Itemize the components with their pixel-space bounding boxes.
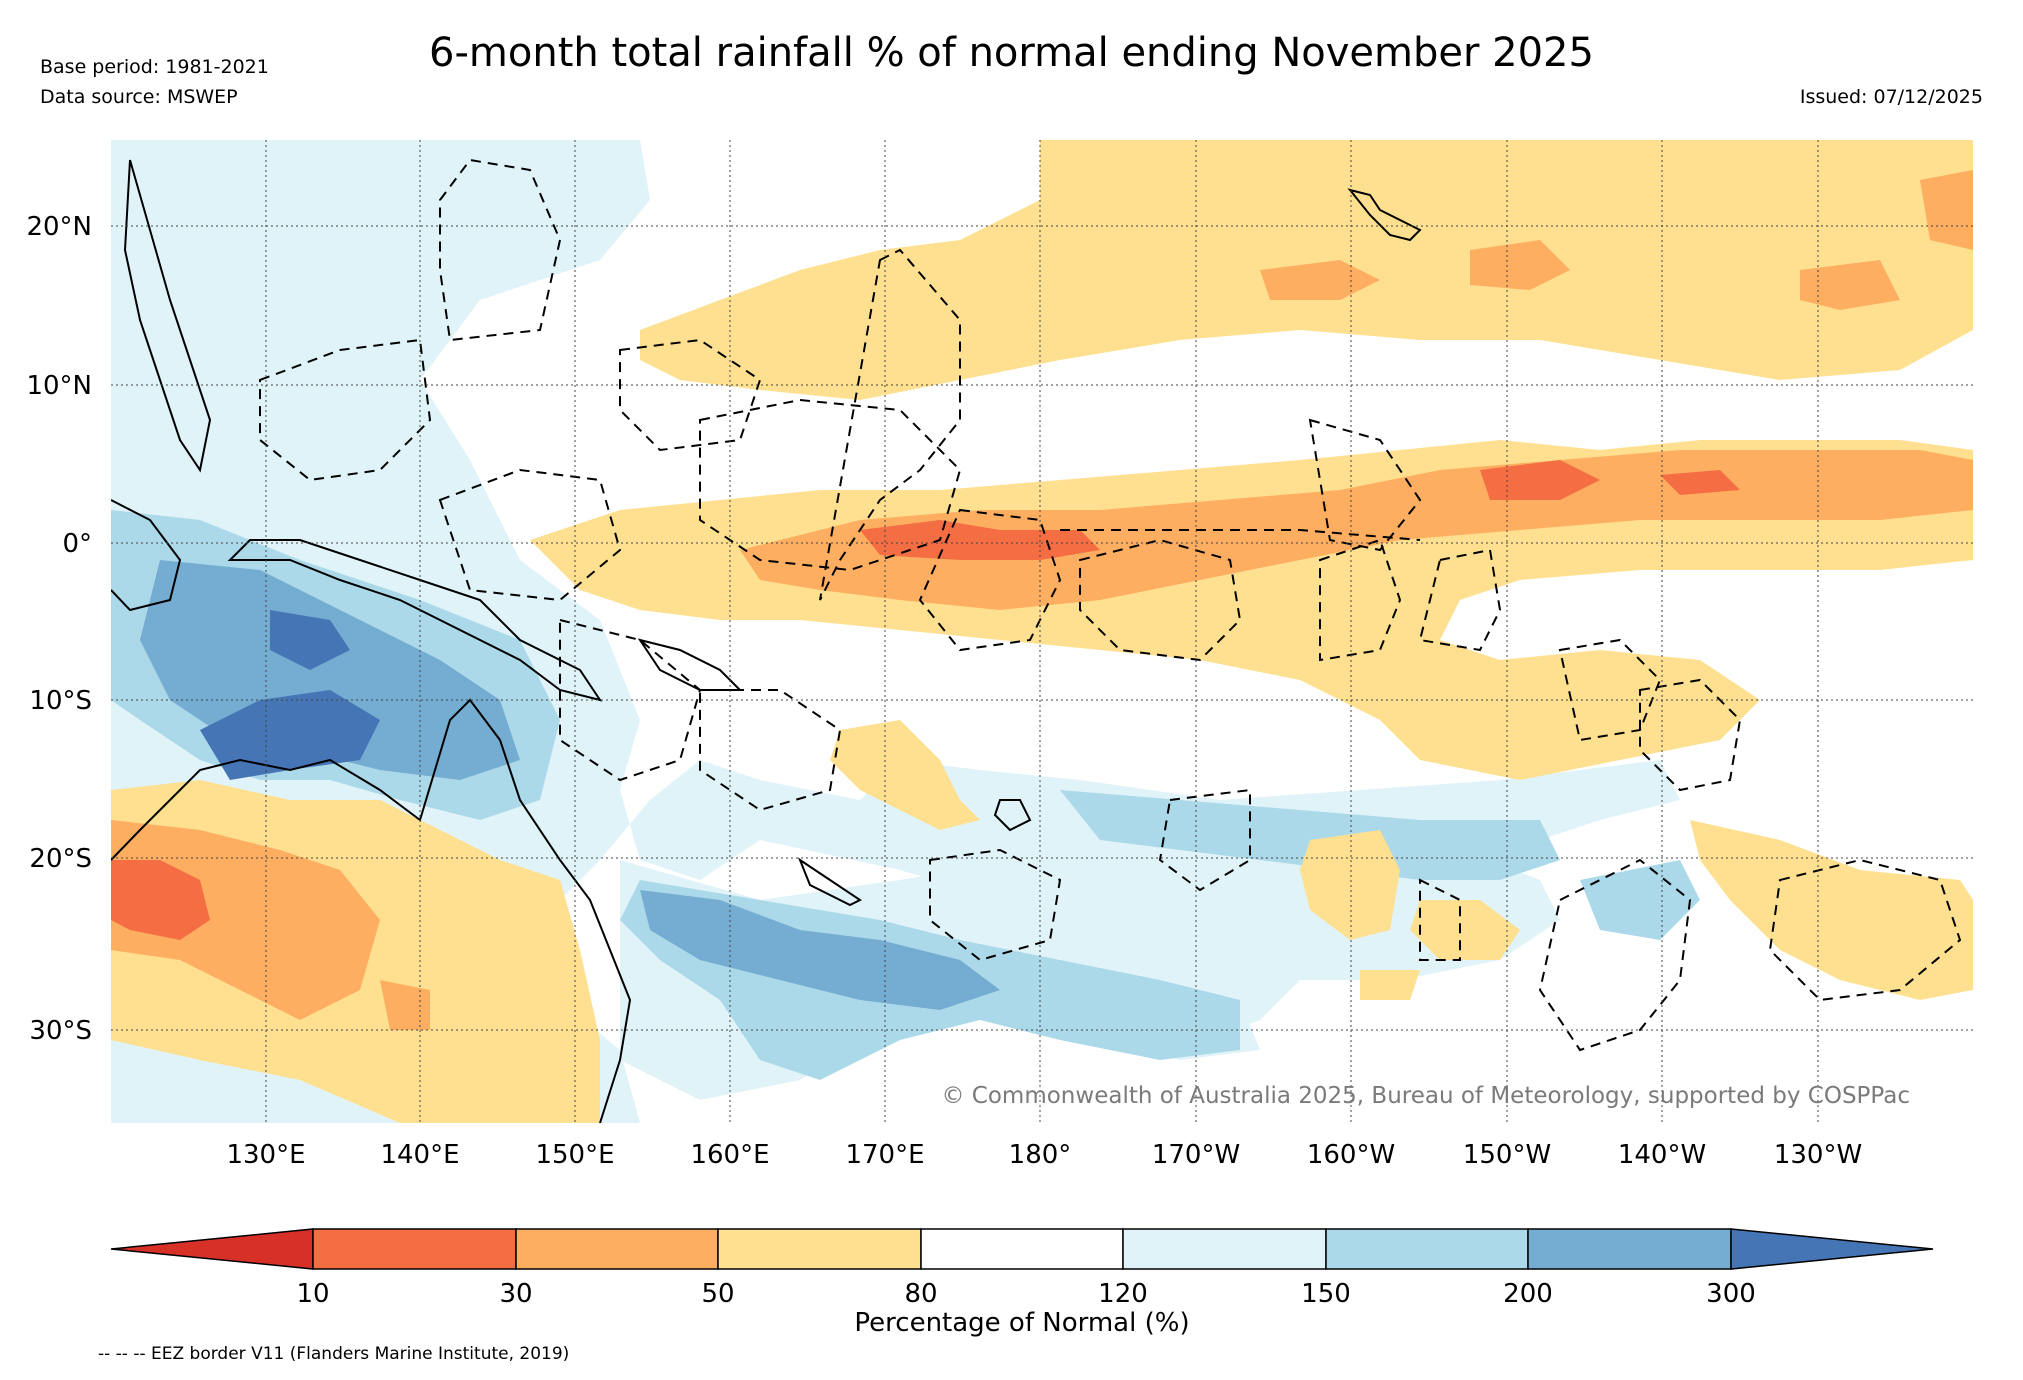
colorbar (110, 1228, 1934, 1270)
lon-label-180: 180° (1009, 1140, 1072, 1170)
eez-border-line (1558, 638, 1662, 742)
lon-label-130w: 130°W (1774, 1140, 1862, 1170)
colorbar-extend-high (1730, 1228, 1934, 1270)
lon-label-160w: 160°W (1307, 1140, 1395, 1170)
coastline-new-guinea (227, 539, 603, 702)
eez-border-line (1158, 788, 1251, 892)
eez-border-line (699, 398, 962, 572)
coastline-hawaii (1347, 188, 1422, 242)
lat-label-30s: 30°S (29, 1016, 92, 1046)
lon-label-140e: 140°E (380, 1140, 459, 1170)
colorbar-segment-150-200 (1325, 1228, 1529, 1270)
colorbar-tick-120: 120 (1098, 1279, 1148, 1309)
region-equatorial-10-30c (1660, 470, 1740, 495)
eez-border-line (1639, 678, 1742, 792)
eez-border-line (1419, 878, 1461, 961)
lat-label-0: 0° (62, 529, 92, 559)
colorbar-segment-120-150 (1122, 1228, 1327, 1270)
colorbar-tick-30: 30 (499, 1279, 532, 1309)
rainfall-field (111, 140, 1973, 1123)
colorbar-segment-10-30 (312, 1228, 517, 1270)
eez-border-line (918, 508, 1062, 652)
region-australia-10-30 (111, 860, 210, 940)
colorbar-extend-low (110, 1228, 314, 1270)
base-period: Base period: 1981-2021 (40, 56, 269, 78)
region-arafura-above-300 (200, 690, 380, 780)
colorbar-segment-50-80 (717, 1228, 922, 1270)
chart-title: 6-month total rainfall % of normal endin… (429, 30, 1594, 76)
lon-label-130e: 130°E (226, 1140, 305, 1170)
region-south-central-150-200 (1060, 790, 1560, 880)
colorbar-segment-200-300 (1527, 1228, 1732, 1270)
region-north-band-30-50a (1260, 260, 1380, 300)
eez-border-line (1319, 538, 1402, 662)
coastlines (111, 159, 1422, 1123)
coastline-borneo (111, 499, 182, 612)
colorbar-label: Percentage of Normal (%) (854, 1308, 1189, 1338)
region-gulf-above-300 (270, 610, 350, 670)
colorbar-segment-30-50 (515, 1228, 719, 1270)
copyright-notice: © Commonwealth of Australia 2025, Bureau… (941, 1083, 1910, 1109)
coastline-new-caledonia (797, 857, 862, 907)
coastline-australia (111, 698, 632, 1123)
colorbar-tick-80: 80 (904, 1279, 937, 1309)
lat-label-10s: 10°S (29, 686, 92, 716)
region-north-band-30-50c (1800, 260, 1900, 310)
eez-border-line (1060, 529, 1421, 541)
colorbar-tick-200: 200 (1503, 1279, 1553, 1309)
region-cook-50-80 (1300, 830, 1400, 940)
coastline-solomons (637, 638, 743, 691)
issued-date: Issued: 07/12/2025 (1799, 86, 1983, 108)
coastline-fiji (993, 799, 1032, 832)
lat-label-20n: 20°N (26, 212, 92, 242)
eez-border-line (439, 158, 562, 342)
region-southcentral-50-80 (1410, 900, 1520, 960)
lon-label-150e: 150°E (535, 1140, 614, 1170)
lon-label-160e: 160°E (690, 1140, 769, 1170)
colorbar-tick-10: 10 (296, 1279, 329, 1309)
eez-border-line (1418, 548, 1502, 652)
data-source: Data source: MSWEP (40, 86, 238, 108)
eez-legend: -- -- -- EEZ border V11 (Flanders Marine… (98, 1344, 570, 1364)
region-french-polynesia-50-80 (1690, 820, 1973, 1000)
colorbar-segment-80-120 (920, 1228, 1124, 1270)
lon-label-170w: 170°W (1152, 1140, 1240, 1170)
lat-label-10n: 10°N (26, 371, 92, 401)
region-equatorial-30-50 (740, 450, 1973, 610)
eez-border-line (1768, 858, 1962, 1002)
eez-border-line (819, 248, 961, 601)
coastline-philippines (123, 159, 212, 473)
region-north-band-30-50b (1470, 240, 1570, 290)
eez-border-line (438, 468, 622, 602)
lon-label-140w: 140°W (1618, 1140, 1706, 1170)
colorbar-tick-150: 150 (1301, 1279, 1351, 1309)
region-equatorial-10-30b (1480, 460, 1600, 500)
lon-label-170e: 170°E (845, 1140, 924, 1170)
colorbar-tick-50: 50 (701, 1279, 734, 1309)
region-east-150-200 (1580, 860, 1700, 940)
lat-label-20s: 20°S (29, 844, 92, 874)
graticule (111, 140, 1973, 1123)
eez-border-line (1308, 418, 1422, 552)
lon-label-150w: 150°W (1463, 1140, 1551, 1170)
region-vanuatu-50-80 (830, 720, 980, 830)
region-north-band-30-50d (1920, 170, 1973, 250)
region-australia-30-50b (380, 980, 430, 1030)
eez-border-line (699, 689, 842, 812)
region-tasman-yellow (1360, 970, 1420, 1000)
colorbar-tick-300: 300 (1706, 1279, 1756, 1309)
eez-border-line (929, 848, 1062, 962)
